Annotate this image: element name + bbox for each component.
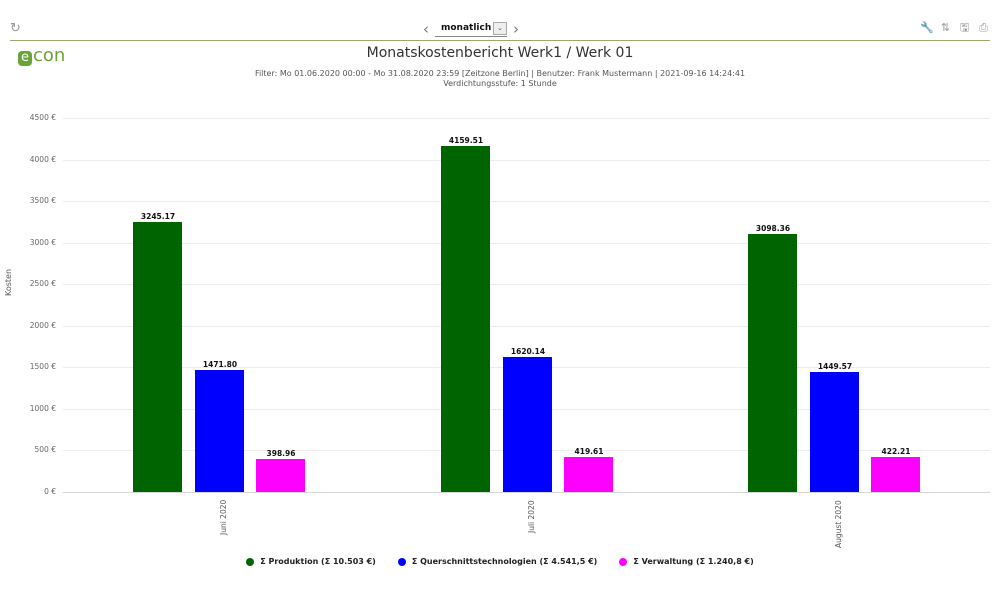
y-tick-label: 4500 € — [29, 113, 56, 122]
y-axis-label: Kosten — [4, 268, 13, 296]
bar[interactable] — [748, 234, 797, 492]
period-value: monatlich — [441, 23, 492, 33]
bar[interactable] — [564, 457, 613, 492]
y-tick-label: 0 € — [44, 487, 56, 496]
gridline — [63, 242, 990, 244]
refresh-icon[interactable]: ↻ — [10, 21, 21, 36]
legend-dot-icon — [397, 557, 406, 566]
gridline — [63, 325, 990, 327]
bar[interactable] — [256, 458, 305, 492]
x-tick-label: Juni 2020 — [219, 499, 228, 535]
legend-item-produktion[interactable]: Σ Produktion (Σ 10.503 €) — [246, 557, 376, 566]
bar-value-label: 1471.80 — [202, 359, 238, 369]
legend-label: Σ Produktion (Σ 10.503 €) — [260, 557, 376, 566]
print-icon[interactable]: ⎙ — [979, 21, 988, 34]
legend-item-querschnitt[interactable]: Σ Querschnittstechnologien (Σ 4.541,5 €) — [397, 557, 598, 566]
bar[interactable] — [195, 369, 244, 492]
period-selector: ‹ monatlich ⌄ › — [423, 20, 519, 37]
y-tick-label: 2000 € — [29, 320, 56, 330]
legend: Σ Produktion (Σ 10.503 €) Σ Querschnitts… — [0, 557, 1000, 566]
y-tick-label: 1500 € — [29, 362, 56, 372]
bar[interactable] — [441, 146, 490, 492]
legend-label: Σ Verwaltung (Σ 1.240,8 €) — [633, 557, 754, 566]
legend-dot-icon — [619, 557, 628, 566]
filter-info: Filter: Mo 01.06.2020 00:00 - Mo 31.08.2… — [254, 69, 746, 78]
y-tick-label: 500 € — [34, 445, 56, 455]
report-subtitle: Filter: Mo 01.06.2020 00:00 - Mo 31.08.2… — [0, 69, 1000, 89]
gridline — [63, 159, 990, 161]
bar-value-label: 1449.57 — [817, 361, 853, 371]
y-tick-label: 1000 € — [29, 403, 56, 413]
bar-value-label: 3098.36 — [755, 224, 791, 234]
bar[interactable] — [503, 357, 552, 492]
y-tick-label: 3500 € — [29, 196, 56, 206]
period-dropdown[interactable]: monatlich ⌄ — [435, 20, 507, 37]
x-tick-label: Juli 2020 — [527, 500, 536, 533]
gridline — [63, 201, 990, 203]
compression-info: Verdichtungsstufe: 1 Stunde — [443, 79, 557, 88]
page-title: Monatskostenbericht Werk1 / Werk 01 — [366, 45, 634, 61]
bar-value-label: 1620.14 — [510, 347, 546, 357]
bar[interactable] — [133, 222, 182, 492]
x-axis-line — [63, 492, 990, 493]
bar-value-label: 3245.17 — [140, 212, 176, 222]
x-tick-label: August 2020 — [834, 500, 843, 548]
y-tick-label: 3000 € — [29, 237, 56, 247]
y-tick-label: 2500 € — [29, 279, 56, 289]
legend-label: Σ Querschnittstechnologien (Σ 4.541,5 €) — [411, 557, 598, 566]
gridline — [63, 118, 990, 119]
bar-value-label: 422.21 — [881, 446, 911, 456]
bar[interactable] — [810, 371, 859, 492]
wrench-icon[interactable]: 🔧 — [920, 21, 934, 34]
logo-e: e — [18, 51, 32, 66]
chevron-down-icon[interactable]: ⌄ — [493, 21, 507, 35]
sort-icon[interactable]: ⇅ — [940, 21, 951, 34]
legend-dot-icon — [246, 557, 255, 566]
next-period-button[interactable]: › — [513, 19, 519, 38]
bar-value-label: 4159.51 — [448, 136, 484, 146]
save-icon[interactable]: 🖫 — [959, 21, 970, 34]
econ-logo: e con — [18, 45, 65, 66]
y-tick-label: 4000 € — [29, 154, 56, 164]
legend-item-verwaltung[interactable]: Σ Verwaltung (Σ 1.240,8 €) — [619, 557, 754, 566]
bar-value-label: 419.61 — [574, 447, 604, 457]
toolbar: ↻ ‹ monatlich ⌄ › 🔧 ⇅ 🖫 ⎙ — [10, 18, 990, 41]
prev-period-button[interactable]: ‹ — [423, 19, 429, 38]
logo-text: con — [33, 45, 66, 66]
bar-value-label: 398.96 — [266, 448, 296, 458]
gridline — [63, 284, 990, 286]
bar[interactable] — [871, 456, 920, 492]
tool-buttons: 🔧 ⇅ 🖫 ⎙ — [920, 21, 990, 34]
